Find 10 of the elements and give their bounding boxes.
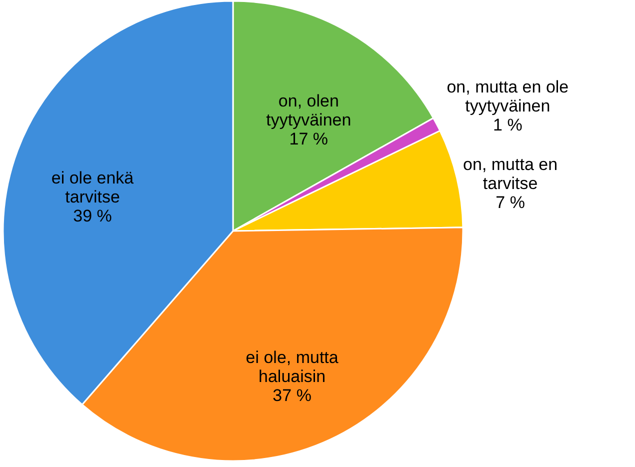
slice-label: on, mutta en tarvitse (463, 155, 558, 194)
data-label: 39 % (73, 206, 112, 226)
slice-label: ei ole enkä tarvitse (51, 168, 134, 206)
data-label: 1 % (493, 115, 522, 134)
data-label: 37 % (272, 386, 312, 405)
data-label: 17 % (289, 129, 328, 148)
slice-label: ei ole, mutta haluaisin (246, 348, 339, 386)
data-label: 7 % (496, 193, 525, 212)
slice-label: on, olen tyytyväinen (266, 91, 352, 130)
slice-label: on, mutta en ole tyytyväinen (446, 77, 569, 116)
